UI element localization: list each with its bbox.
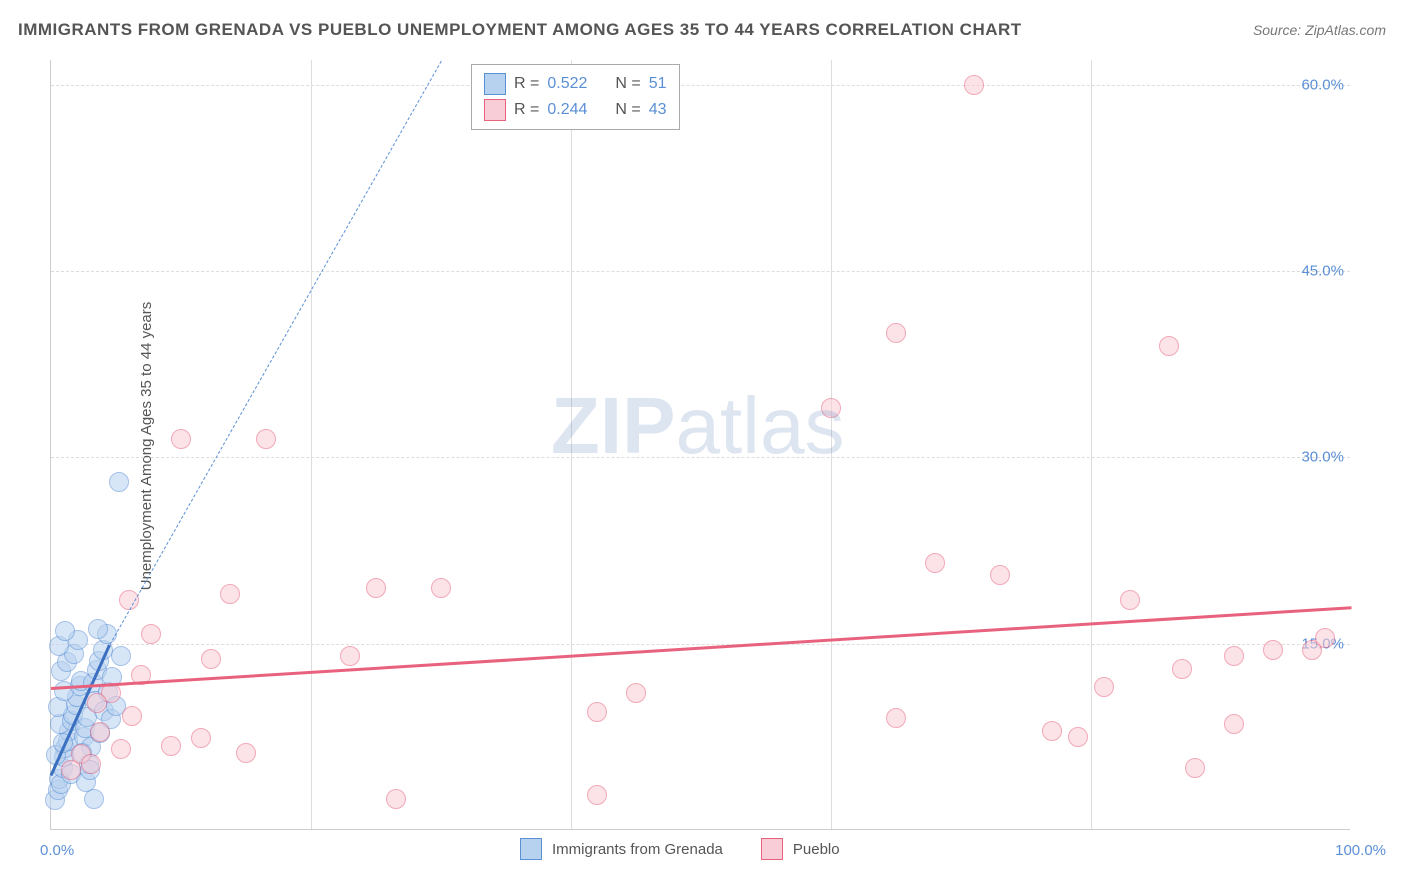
data-point (236, 743, 256, 763)
data-point (90, 722, 110, 742)
data-point (1159, 336, 1179, 356)
data-point (1224, 646, 1244, 666)
data-point (55, 621, 75, 641)
data-point (220, 584, 240, 604)
gridline-vertical (571, 60, 572, 829)
n-value-0: 51 (649, 75, 667, 93)
gridline-horizontal (51, 457, 1350, 458)
legend-row-pueblo: R = 0.244 N = 43 (484, 97, 667, 123)
gridline-vertical (831, 60, 832, 829)
data-point (84, 789, 104, 809)
n-value-1: 43 (649, 101, 667, 119)
x-tick-min: 0.0% (40, 842, 74, 859)
data-point (111, 646, 131, 666)
n-label-0: N = (615, 75, 640, 93)
data-point (626, 683, 646, 703)
x-tick-max: 100.0% (1335, 842, 1386, 859)
r-value-0: 0.522 (547, 75, 587, 93)
y-tick-label: 45.0% (1301, 263, 1344, 280)
correlation-legend: R = 0.522 N = 51 R = 0.244 N = 43 (471, 64, 680, 130)
data-point (201, 649, 221, 669)
data-point (88, 619, 108, 639)
data-point (1172, 659, 1192, 679)
data-point (109, 472, 129, 492)
r-label-1: R = (514, 101, 539, 119)
data-point (1263, 640, 1283, 660)
data-point (1042, 721, 1062, 741)
data-point (87, 693, 107, 713)
scatter-plot-area: ZIPatlas R = 0.522 N = 51 R = 0.244 N = … (50, 60, 1350, 830)
data-point (141, 624, 161, 644)
data-point (587, 785, 607, 805)
data-point (386, 789, 406, 809)
legend-bottom-swatch-pueblo (761, 838, 783, 860)
data-point (1185, 758, 1205, 778)
data-point (366, 578, 386, 598)
data-point (191, 728, 211, 748)
data-point (886, 708, 906, 728)
source-attribution: Source: ZipAtlas.com (1253, 22, 1386, 38)
data-point (1224, 714, 1244, 734)
series-legend: Immigrants from Grenada Pueblo (520, 838, 840, 860)
data-point (119, 590, 139, 610)
legend-bottom-label-grenada: Immigrants from Grenada (552, 841, 723, 858)
y-tick-label: 30.0% (1301, 449, 1344, 466)
y-tick-label: 60.0% (1301, 76, 1344, 93)
data-point (990, 565, 1010, 585)
gridline-horizontal (51, 644, 1350, 645)
legend-bottom-swatch-grenada (520, 838, 542, 860)
data-point (340, 646, 360, 666)
data-point (925, 553, 945, 573)
r-label-0: R = (514, 75, 539, 93)
data-point (171, 429, 191, 449)
data-point (964, 75, 984, 95)
gridline-vertical (1091, 60, 1092, 829)
data-point (111, 739, 131, 759)
data-point (161, 736, 181, 756)
legend-bottom-label-pueblo: Pueblo (793, 841, 840, 858)
data-point (821, 398, 841, 418)
data-point (1315, 628, 1335, 648)
r-value-1: 0.244 (547, 101, 587, 119)
gridline-horizontal (51, 85, 1350, 86)
n-label-1: N = (615, 101, 640, 119)
data-point (587, 702, 607, 722)
data-point (81, 754, 101, 774)
data-point (431, 578, 451, 598)
data-point (886, 323, 906, 343)
data-point (1120, 590, 1140, 610)
legend-swatch-grenada (484, 73, 506, 95)
gridline-vertical (311, 60, 312, 829)
data-point (256, 429, 276, 449)
data-point (1068, 727, 1088, 747)
data-point (122, 706, 142, 726)
trend-line-dashed (109, 60, 441, 644)
data-point (1094, 677, 1114, 697)
trend-line (51, 606, 1351, 690)
legend-swatch-pueblo (484, 99, 506, 121)
legend-row-grenada: R = 0.522 N = 51 (484, 71, 667, 97)
chart-title: IMMIGRANTS FROM GRENADA VS PUEBLO UNEMPL… (18, 20, 1022, 40)
gridline-horizontal (51, 271, 1350, 272)
